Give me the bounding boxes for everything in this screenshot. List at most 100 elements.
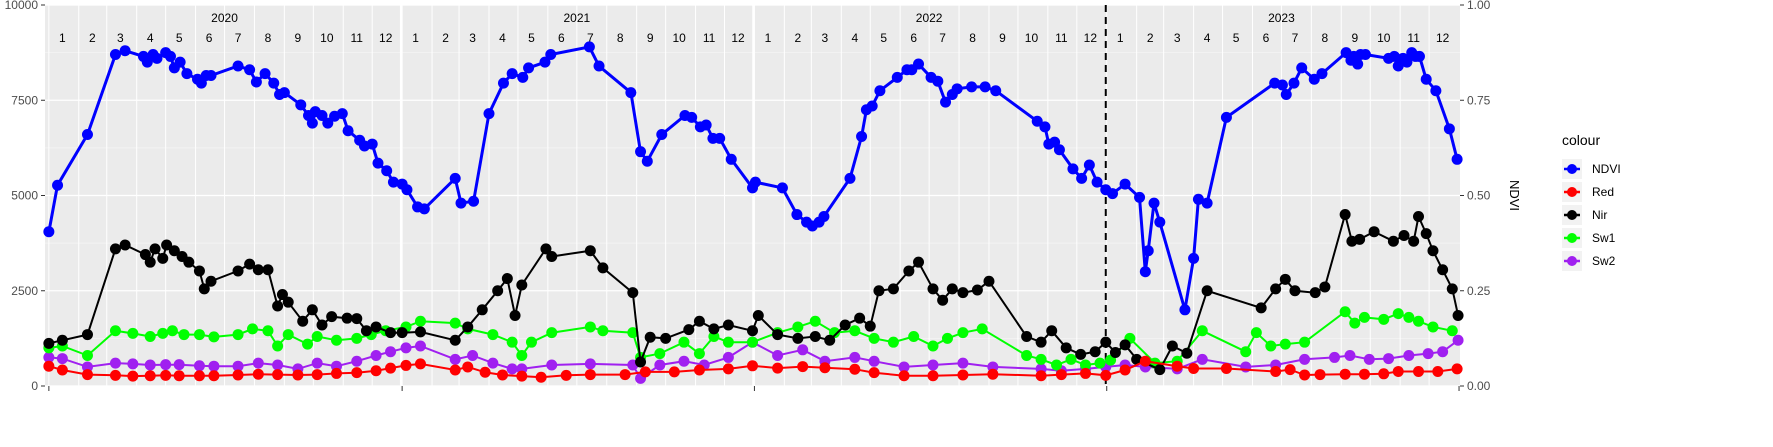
data-point-sw1 (1065, 353, 1077, 365)
data-point-sw1 (597, 325, 609, 337)
data-point-sw1 (1412, 315, 1424, 327)
data-point-sw2 (43, 351, 55, 363)
year-label: 2023 (1268, 11, 1295, 25)
data-point-ndvi (979, 81, 991, 93)
data-point-nir (1319, 281, 1331, 293)
data-point-red (1284, 364, 1296, 376)
data-point-sw1 (976, 323, 988, 335)
data-point-nir (462, 321, 474, 333)
month-label: 11 (351, 31, 364, 45)
data-point-sw2 (208, 360, 220, 372)
data-point-sw1 (722, 336, 734, 348)
data-point-red (1055, 369, 1067, 381)
data-point-nir (1046, 325, 1058, 337)
data-point-nir (297, 315, 309, 327)
data-point-nir (752, 310, 764, 322)
data-point-sw1 (957, 327, 969, 339)
data-point-nir (937, 294, 949, 306)
data-point-red (292, 369, 304, 381)
data-point-nir (873, 285, 885, 297)
data-point-nir (722, 319, 734, 331)
data-point-ndvi (1076, 172, 1088, 184)
legend-key-point (1567, 210, 1577, 220)
data-point-red (1314, 369, 1326, 381)
data-point-nir (983, 275, 995, 287)
data-point-ndvi (856, 130, 868, 142)
data-point-sw2 (927, 359, 939, 371)
data-point-ndvi (506, 68, 518, 80)
data-point-sw1 (178, 329, 190, 341)
data-point-nir (1398, 230, 1410, 242)
data-point-sw1 (109, 325, 121, 337)
data-point-ndvi (714, 132, 726, 144)
data-point-sw1 (1446, 325, 1458, 337)
data-point-nir (205, 275, 217, 287)
data-point-nir (1452, 310, 1464, 322)
data-point-sw2 (56, 353, 68, 365)
data-point-sw1 (654, 348, 666, 360)
data-point-red (1339, 368, 1351, 380)
data-point-nir (693, 315, 705, 327)
data-point-sw2 (252, 357, 264, 369)
data-point-nir (149, 243, 161, 255)
data-point-sw1 (693, 348, 705, 360)
data-point-ndvi (244, 64, 256, 76)
data-point-sw2 (722, 351, 734, 363)
data-point-red (81, 369, 93, 381)
data-point-sw1 (1079, 359, 1091, 371)
data-point-sw2 (1422, 348, 1434, 360)
data-point-nir (792, 332, 804, 344)
data-point-red (56, 364, 68, 376)
data-point-red (797, 361, 809, 373)
data-point-sw2 (311, 357, 323, 369)
month-label: 2 (795, 31, 802, 45)
data-point-red (43, 360, 55, 372)
data-point-nir (1181, 347, 1193, 359)
data-point-sw2 (109, 357, 121, 369)
data-point-nir (839, 319, 851, 331)
month-label: 9 (295, 31, 302, 45)
data-point-ndvi (1148, 197, 1160, 209)
data-point-nir (747, 325, 758, 337)
data-point-sw1 (1094, 357, 1106, 369)
month-label: 4 (1204, 31, 1211, 45)
legend-label: Sw2 (1592, 254, 1616, 268)
data-point-red (516, 370, 528, 382)
y-tick-label-left: 7500 (11, 93, 38, 107)
data-point-nir (276, 289, 288, 301)
data-point-ndvi (1083, 159, 1095, 171)
data-point-ndvi (1107, 188, 1119, 200)
data-point-ndvi (1413, 50, 1425, 62)
month-label: 10 (1377, 31, 1391, 45)
data-point-sw1 (678, 336, 690, 348)
data-point-sw2 (772, 350, 784, 362)
data-point-ndvi (686, 111, 698, 123)
data-point-ndvi (259, 68, 271, 80)
data-point-ndvi (141, 56, 153, 68)
data-point-red (462, 361, 474, 373)
data-point-sw2 (81, 361, 93, 373)
data-point-sw1 (809, 315, 821, 327)
data-point-sw2 (546, 359, 558, 371)
data-point-sw1 (941, 332, 953, 344)
data-point-ndvi (418, 203, 430, 215)
data-point-nir (144, 256, 156, 268)
data-point-ndvi (1288, 77, 1300, 89)
data-point-ndvi (1134, 191, 1146, 203)
data-point-nir (509, 310, 521, 322)
data-point-sw1 (157, 327, 169, 339)
data-point-sw1 (792, 321, 804, 333)
data-point-sw1 (1265, 340, 1277, 352)
data-point-red (535, 371, 547, 383)
data-point-red (584, 369, 596, 381)
data-point-sw1 (849, 325, 861, 337)
data-point-ndvi (1067, 163, 1079, 175)
month-label: 7 (235, 31, 242, 45)
data-point-red (1378, 368, 1390, 380)
data-point-nir (414, 326, 426, 338)
data-point-ndvi (583, 41, 595, 53)
data-point-red (1270, 366, 1282, 378)
data-point-red (560, 369, 572, 381)
data-point-ndvi (316, 109, 328, 121)
data-point-nir (198, 283, 210, 295)
